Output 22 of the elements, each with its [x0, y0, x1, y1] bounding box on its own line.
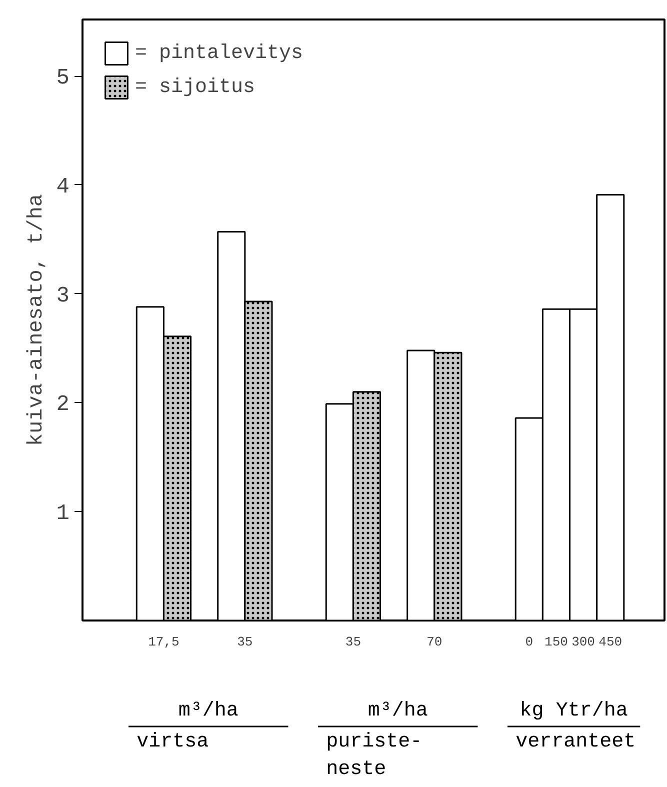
- text: m³/ha: [368, 700, 428, 722]
- text: puriste- neste: [326, 730, 422, 782]
- x-tick-label: 150: [544, 634, 568, 650]
- x-tick-label: 17,5: [148, 634, 180, 650]
- text: virtsa: [136, 730, 209, 754]
- x-tick-label: 0: [525, 634, 534, 650]
- legend-label: = sijoitus: [135, 76, 256, 98]
- y-tick-label: 1: [56, 501, 70, 526]
- text: verranteet: [516, 730, 636, 754]
- x-tick-label: 35: [237, 634, 253, 650]
- y-axis-title: kuiva-ainesato, t/ha: [25, 194, 48, 446]
- x-tick-label: 450: [598, 634, 622, 650]
- legend-label: = pintalevitys: [135, 42, 304, 64]
- x-tick-label: 70: [426, 634, 442, 650]
- y-tick-label: 3: [56, 283, 70, 308]
- x-tick-label: 300: [572, 634, 595, 650]
- y-tick-label: 2: [56, 392, 70, 418]
- text: kg Ytr/ha: [520, 700, 628, 722]
- x-tick-label: 35: [345, 634, 362, 650]
- y-tick-label: 5: [56, 66, 70, 91]
- text: m³/ha: [178, 700, 238, 722]
- y-tick-label: 4: [56, 174, 70, 200]
